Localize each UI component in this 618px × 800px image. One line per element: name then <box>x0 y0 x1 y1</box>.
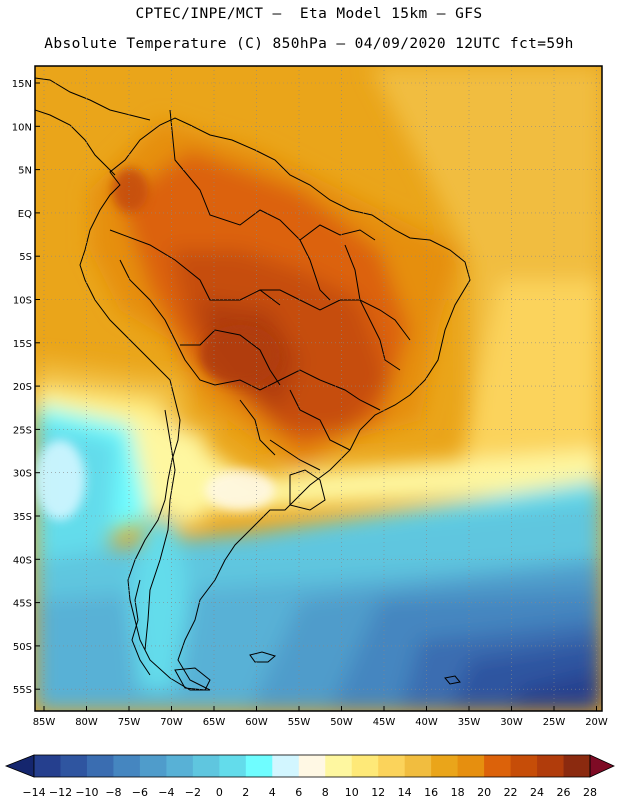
colorbar-swatch <box>272 755 300 777</box>
coastlines <box>35 77 471 691</box>
colorbar-swatch <box>60 755 88 777</box>
colorbar-label: 10 <box>345 786 359 799</box>
lon-label: 70W <box>160 717 183 728</box>
lon-label: 65W <box>203 717 226 728</box>
colorbar-swatch <box>325 755 353 777</box>
lon-label: 75W <box>118 717 141 728</box>
colorbar-label: −6 <box>132 786 148 799</box>
lat-label: 15N <box>12 79 32 90</box>
colorbar-swatch <box>351 755 379 777</box>
lon-label: 85W <box>33 717 56 728</box>
colorbar-label: 28 <box>583 786 597 799</box>
lat-label: 15S <box>13 339 32 350</box>
colorbar-swatch <box>404 755 432 777</box>
colorbar-label: 20 <box>477 786 491 799</box>
colorbar-swatch <box>484 755 511 777</box>
graticule <box>35 66 602 711</box>
lat-label: 5N <box>18 166 32 177</box>
latitude-labels: 15N 10N 5N EQ 5S 10S 15S 20S 25S 30S 35S 40S 45S 50S 5… <box>12 79 32 696</box>
colorbar-label: −10 <box>75 786 98 799</box>
lat-label: 50S <box>13 642 32 653</box>
colorbar-label: 22 <box>504 786 518 799</box>
lat-label: EQ <box>18 209 32 220</box>
lat-label: 10N <box>12 122 32 133</box>
colorbar-label: −14 <box>22 786 45 799</box>
colorbar-label: 8 <box>322 786 329 799</box>
map-frame <box>34 65 603 712</box>
longitude-labels: 85W 80W 75W 70W 65W 60W 55W 50W 45W 40W 35W 30W 25W 2… <box>33 717 608 728</box>
colorbar-swatch <box>192 755 220 777</box>
colorbar-swatch <box>378 755 406 777</box>
lon-label: 80W <box>75 717 98 728</box>
lat-label: 25S <box>13 425 32 436</box>
colorbar-swatch <box>139 755 167 777</box>
colorbar: −14 −12 −10 −8 −6 −4 −2 0 2 4 6 8 10 12 14 16 18 20 22 24 26… <box>4 754 615 799</box>
lon-label: 25W <box>543 717 566 728</box>
colorbar-swatch <box>245 755 273 777</box>
lon-label: 45W <box>373 717 396 728</box>
colorbar-low-arrow <box>4 754 35 778</box>
lon-label: 30W <box>500 717 523 728</box>
chart-title-model: CPTEC/INPE/MCT – Eta Model 15km – GFS <box>135 6 483 22</box>
lat-label: 20S <box>13 382 32 393</box>
colorbar-swatch <box>537 755 564 777</box>
lat-label: 45S <box>13 599 32 610</box>
colorbar-label: 4 <box>269 786 276 799</box>
colorbar-label: 0 <box>216 786 223 799</box>
colorbar-swatch <box>166 755 194 777</box>
lat-label: 35S <box>13 512 32 523</box>
colorbar-label: −8 <box>105 786 121 799</box>
colorbar-label: 14 <box>398 786 412 799</box>
colorbar-swatch <box>219 755 247 777</box>
colorbar-high-arrow <box>589 754 615 778</box>
lat-label: 30S <box>13 469 32 480</box>
lon-label: 40W <box>415 717 438 728</box>
lon-label: 50W <box>330 717 353 728</box>
colorbar-swatch <box>431 755 459 777</box>
colorbar-swatch <box>563 755 591 777</box>
lat-label: 55S <box>13 685 32 696</box>
lon-label: 55W <box>288 717 311 728</box>
colorbar-label: −12 <box>49 786 72 799</box>
colorbar-label: −2 <box>185 786 201 799</box>
lon-label: 20W <box>585 717 608 728</box>
colorbar-swatch <box>34 755 61 777</box>
colorbar-label: 24 <box>530 786 544 799</box>
colorbar-swatch <box>113 755 141 777</box>
lon-label: 60W <box>245 717 268 728</box>
colorbar-swatch <box>298 755 326 777</box>
colorbar-label: 18 <box>451 786 465 799</box>
colorbar-label: 16 <box>424 786 438 799</box>
colorbar-swatch <box>86 755 114 777</box>
colorbar-swatch <box>457 755 485 777</box>
temperature-field <box>35 66 602 711</box>
colorbar-label: 6 <box>295 786 302 799</box>
colorbar-swatch <box>510 755 538 777</box>
chart-title-variable: Absolute Temperature (C) 850hPa – 04/09/… <box>44 36 574 52</box>
lat-label: 10S <box>13 296 32 307</box>
lat-label: 40S <box>13 555 32 566</box>
colorbar-label: 26 <box>557 786 571 799</box>
colorbar-frame <box>33 754 591 778</box>
colorbar-label: 2 <box>242 786 249 799</box>
colorbar-label: 12 <box>371 786 385 799</box>
lon-label: 35W <box>458 717 481 728</box>
colorbar-label: −4 <box>158 786 174 799</box>
lat-label: 5S <box>19 252 32 263</box>
